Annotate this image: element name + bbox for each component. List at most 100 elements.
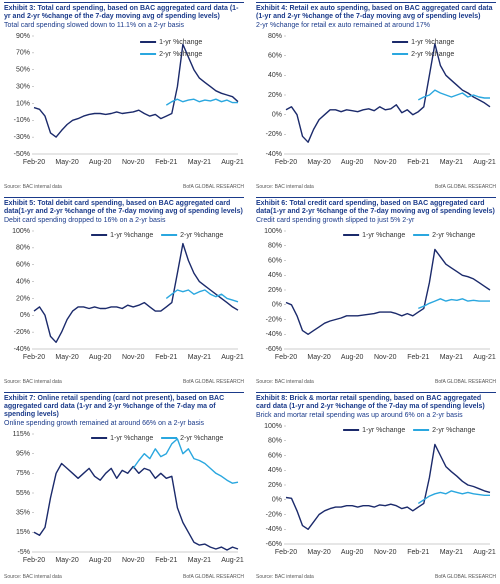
y-tick-label: 30% <box>16 83 30 90</box>
chart-panel: Exhibit 8: Brick & mortar retail spendin… <box>256 392 496 582</box>
x-tick-label: Feb-21 <box>407 354 429 361</box>
x-tick-label: Nov-20 <box>374 354 397 361</box>
chart-panel: Exhibit 4: Retail ex auto spending, base… <box>256 2 496 192</box>
y-tick-label: 60% <box>16 262 30 269</box>
x-tick-label: May-21 <box>440 354 463 361</box>
legend-label: 2-yr %change <box>432 427 475 434</box>
x-tick-label: May-21 <box>188 159 211 166</box>
chart-title: Exhibit 4: Retail ex auto spending, base… <box>256 5 493 20</box>
y-tick-label: -60% <box>266 346 282 353</box>
x-tick-label: Aug-20 <box>341 159 364 166</box>
series-line <box>417 89 490 101</box>
legend-label: 1-yr %change <box>362 427 405 434</box>
series-line <box>33 462 239 551</box>
legend-label: 2-yr %change <box>432 232 475 239</box>
y-tick-label: -60% <box>266 541 282 548</box>
y-tick-label: -50% <box>14 151 30 158</box>
x-tick-label: Aug-20 <box>89 354 112 361</box>
source: Source: BAC internal data <box>4 379 62 385</box>
chart: -60% -40% -20% 0% 20% 40% 60% 80% 100% Feb-20 May-… <box>264 423 496 556</box>
x-tick-label: Aug-21 <box>473 549 496 556</box>
y-tick-label: 80% <box>268 33 282 40</box>
x-tick-label: Aug-20 <box>341 354 364 361</box>
y-tick-label: -40% <box>266 526 282 533</box>
chart-title: Exhibit 6: Total credit card spending, b… <box>256 200 495 215</box>
x-tick-label: Aug-21 <box>221 159 244 166</box>
chart-title: Exhibit 8: Brick & mortar retail spendin… <box>256 395 485 410</box>
legend-label: 1-yr %change <box>362 232 405 239</box>
series-line <box>33 242 239 343</box>
x-tick-label: May-21 <box>440 549 463 556</box>
legend-label: 1-yr %change <box>411 39 454 46</box>
x-tick-label: Aug-21 <box>221 354 244 361</box>
x-tick-label: Feb-21 <box>407 549 429 556</box>
chart-title: Exhibit 5: Total debit card spending, ba… <box>4 200 243 215</box>
chart-subtitle: Credit card spending growth slipped to j… <box>256 217 415 224</box>
credit: BofA GLOBAL RESEARCH <box>435 379 496 385</box>
y-tick-label: 100% <box>264 423 282 430</box>
chart-panel: Exhibit 7: Online retail spending (card … <box>4 392 244 582</box>
x-tick-label: Nov-20 <box>374 549 397 556</box>
y-tick-label: -20% <box>266 131 282 138</box>
y-tick-label: 0% <box>20 312 30 319</box>
chart-title: Exhibit 7: Online retail spending (card … <box>4 395 225 418</box>
legend-label: 2-yr %change <box>159 51 202 58</box>
chart-subtitle: Total card spending slowed down to 11.1%… <box>4 22 185 29</box>
x-tick-label: May-20 <box>55 557 78 564</box>
y-tick-label: -40% <box>266 331 282 338</box>
y-tick-label: 55% <box>16 490 30 497</box>
y-tick-label: -10% <box>14 117 30 124</box>
y-tick-label: 40% <box>16 278 30 285</box>
source: Source: BAC internal data <box>256 379 314 385</box>
chart-subtitle: 2-yr %change for retail ex auto remained… <box>256 22 430 29</box>
chart: -50% -30% -10% 10% 30% 50% 70% 90% Feb-20 May-20 A… <box>14 33 244 166</box>
y-tick-label: -20% <box>14 329 30 336</box>
legend-label: 2-yr %change <box>180 232 223 239</box>
source: Source: BAC internal data <box>4 184 62 190</box>
y-tick-label: 40% <box>268 72 282 79</box>
y-tick-label: 40% <box>268 272 282 279</box>
x-tick-label: Feb-21 <box>155 159 177 166</box>
chart-panel: Exhibit 5: Total debit card spending, ba… <box>4 197 244 387</box>
y-tick-label: 20% <box>268 482 282 489</box>
x-tick-label: Feb-21 <box>155 557 177 564</box>
y-tick-label: 80% <box>16 245 30 252</box>
footer: Source: BAC internal data BofA GLOBAL RES… <box>4 379 244 387</box>
y-tick-label: 20% <box>16 295 30 302</box>
x-tick-label: Aug-20 <box>341 549 364 556</box>
y-tick-label: -40% <box>14 346 30 353</box>
footer: Source: BAC internal data BofA GLOBAL RES… <box>256 379 496 387</box>
x-tick-label: Aug-21 <box>221 557 244 564</box>
y-tick-label: 80% <box>268 438 282 445</box>
footer: Source: BAC internal data BofA GLOBAL RES… <box>4 574 244 582</box>
series-line <box>418 298 490 310</box>
y-tick-label: 100% <box>264 228 282 235</box>
credit: BofA GLOBAL RESEARCH <box>183 184 244 190</box>
y-tick-label: -30% <box>14 134 30 141</box>
chart-subtitle: Brick and mortar retail spending was up … <box>256 412 463 419</box>
footer: Source: BAC internal data BofA GLOBAL RES… <box>256 184 496 192</box>
chart-panel: Exhibit 6: Total credit card spending, b… <box>256 197 496 387</box>
x-tick-label: Feb-20 <box>23 159 45 166</box>
series-line <box>285 248 491 335</box>
chart: -60% -40% -20% 0% 20% 40% 60% 80% 100% Feb-20 May-… <box>264 228 496 361</box>
y-tick-label: 20% <box>268 92 282 99</box>
source: Source: BAC internal data <box>256 184 314 190</box>
series-line <box>132 438 239 484</box>
x-tick-label: May-21 <box>188 557 211 564</box>
x-tick-label: Aug-21 <box>473 354 496 361</box>
x-tick-label: May-21 <box>188 354 211 361</box>
source: Source: BAC internal data <box>4 574 62 580</box>
x-tick-label: Aug-21 <box>473 159 496 166</box>
x-tick-label: Nov-20 <box>122 354 145 361</box>
x-tick-label: Feb-20 <box>275 549 297 556</box>
x-tick-label: May-20 <box>307 159 330 166</box>
y-tick-label: 20% <box>268 287 282 294</box>
x-tick-label: May-20 <box>307 354 330 361</box>
x-tick-label: Nov-20 <box>122 557 145 564</box>
series-line <box>165 98 238 106</box>
x-tick-label: May-20 <box>55 354 78 361</box>
x-tick-label: Feb-20 <box>275 159 297 166</box>
y-tick-label: 100% <box>12 228 30 235</box>
